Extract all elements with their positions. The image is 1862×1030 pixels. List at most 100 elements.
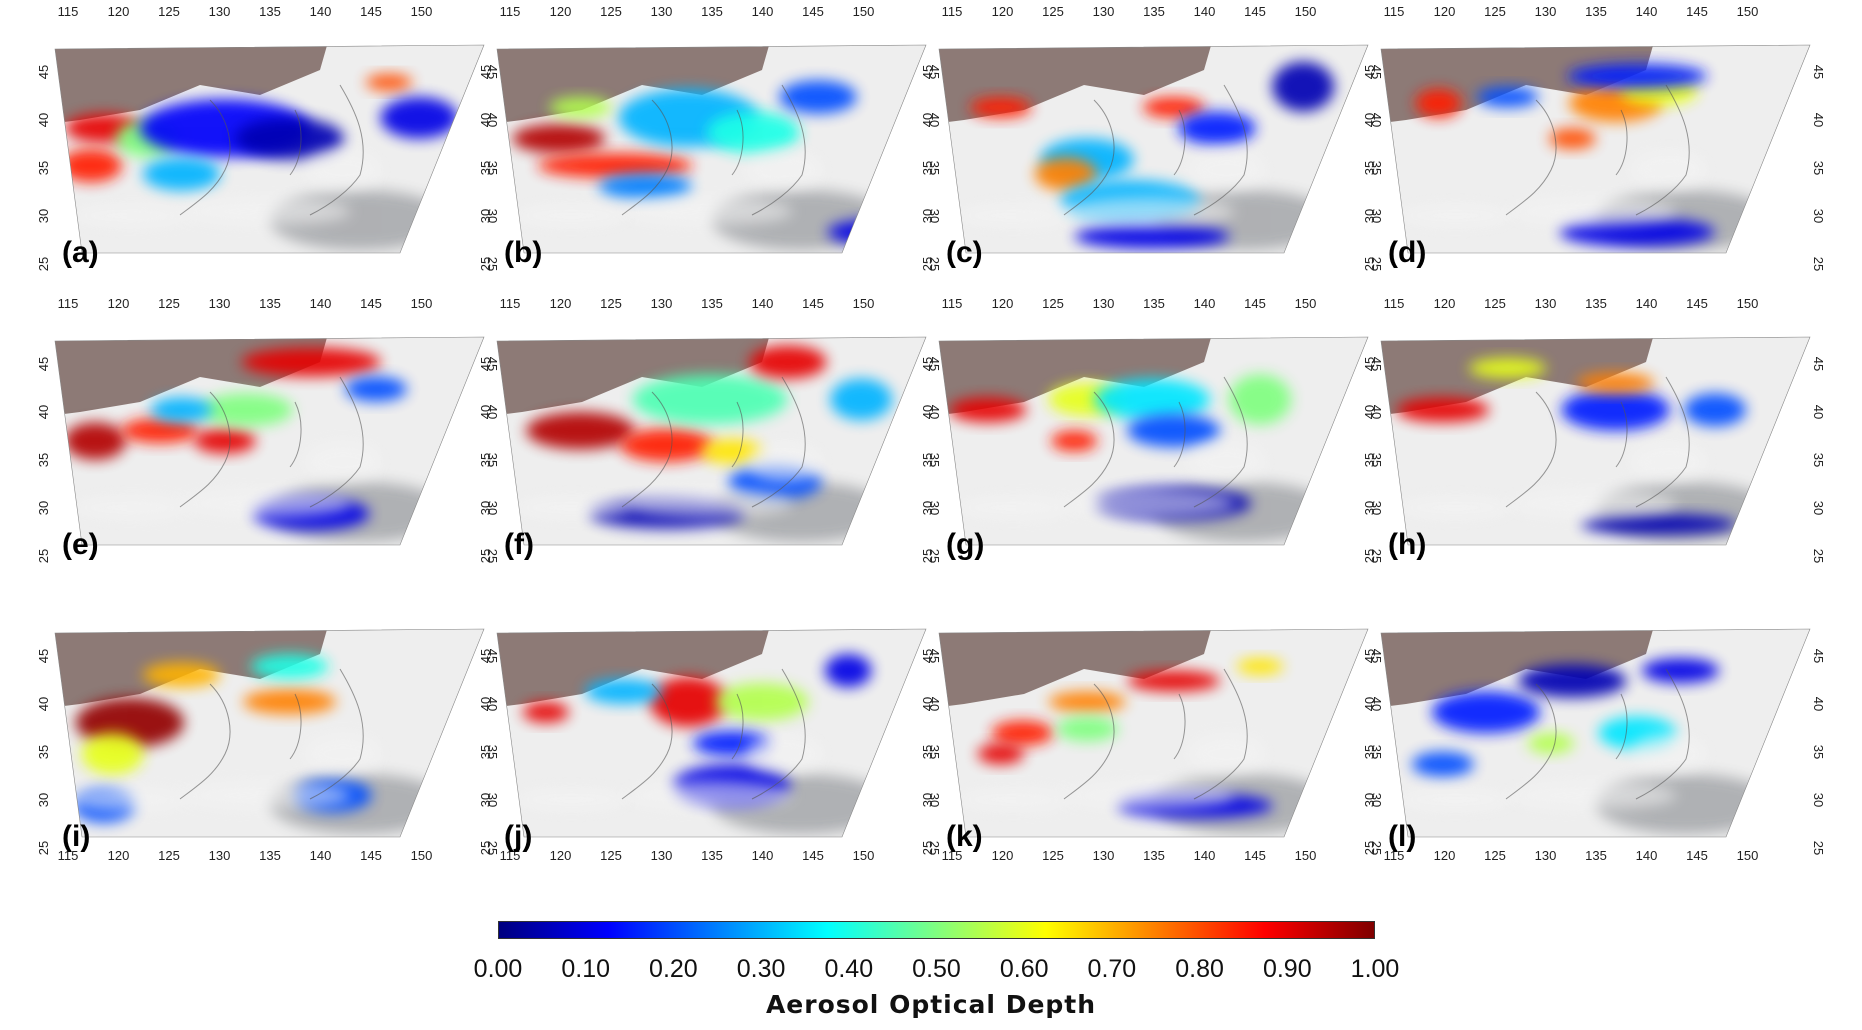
- cloud-cover: [622, 196, 793, 226]
- aod-plume: [235, 117, 344, 160]
- lon-tick-label: 150: [853, 848, 875, 863]
- coastline: [621, 84, 806, 216]
- colorbar-tick-label: 0.10: [561, 955, 611, 983]
- map-border: [938, 628, 1369, 838]
- lon-tick-label: 140: [310, 4, 332, 19]
- aod-map-panel: 115 120 125 130 135 140 145 150 45 45 40 40 35 35 30 30…: [36, 0, 500, 292]
- lon-tick-label: 145: [360, 848, 382, 863]
- map-border: [54, 336, 485, 546]
- cloud-cover: [304, 441, 382, 483]
- lon-tick-label: 115: [500, 4, 521, 19]
- coastline: [621, 668, 806, 800]
- lon-tick-label: 115: [1384, 4, 1405, 19]
- lat-tick-label: 30: [1369, 209, 1384, 223]
- lon-tick-label: 115: [58, 296, 79, 311]
- lat-tick-label: 35: [478, 745, 493, 759]
- lon-tick-label: 135: [1585, 848, 1607, 863]
- lat-tick-label: 45: [1811, 649, 1826, 663]
- aod-map-panel: 115 120 125 130 135 140 145 150 45 45 40 40 35 35 30 30…: [36, 584, 500, 876]
- lat-tick-label: 45: [36, 65, 51, 79]
- coastline: [621, 376, 806, 508]
- lat-tick-label: 25: [920, 549, 935, 563]
- aod-plume: [526, 411, 635, 450]
- land-mass: [1381, 629, 1666, 709]
- map-border: [1380, 44, 1811, 254]
- lat-tick-label: 40: [1362, 405, 1377, 419]
- cloud-cover: [1630, 733, 1708, 775]
- lat-tick-label: 45: [1362, 357, 1377, 371]
- lat-tick-label: 25: [1811, 257, 1826, 271]
- land-mass: [497, 629, 782, 709]
- lon-tick-label: 150: [1295, 848, 1317, 863]
- lat-tick-label: 45: [1811, 357, 1826, 371]
- panel-label: (l): [1388, 820, 1416, 853]
- lat-tick-label: 35: [927, 745, 942, 759]
- lat-tick-label: 30: [1811, 501, 1826, 515]
- panel-label: (i): [62, 820, 90, 853]
- lat-tick-label: 40: [1811, 113, 1826, 127]
- cloud-cover: [1506, 196, 1677, 226]
- lon-tick-label: 150: [1737, 848, 1759, 863]
- lat-tick-label: 35: [1369, 161, 1384, 175]
- lon-tick-label: 140: [1194, 4, 1216, 19]
- colorbar-tick-label: 0.30: [736, 955, 786, 983]
- lat-tick-label: 45: [36, 649, 51, 663]
- lat-tick-label: 30: [36, 793, 51, 807]
- aod-plume: [1056, 716, 1119, 742]
- lon-tick-label: 120: [1434, 4, 1456, 19]
- cloud-cover: [622, 488, 793, 518]
- lon-tick-label: 130: [1093, 296, 1115, 311]
- lat-tick-label: 30: [927, 209, 942, 223]
- lat-tick-label: 25: [478, 841, 493, 855]
- lon-tick-label: 125: [600, 4, 622, 19]
- lat-tick-label: 30: [920, 209, 935, 223]
- aod-plume: [991, 720, 1054, 746]
- aod-plume: [512, 124, 606, 154]
- aod-plume: [59, 149, 122, 183]
- lon-tick-label: 140: [310, 296, 332, 311]
- aod-plume: [150, 397, 213, 423]
- aod-map-panel: 115 120 125 130 135 140 145 150 45 45 40 40 35 35 30 30…: [478, 292, 942, 584]
- lon-tick-label: 135: [701, 4, 723, 19]
- lat-tick-label: 40: [927, 405, 942, 419]
- panel-label: (e): [62, 528, 99, 561]
- lat-tick-label: 25: [920, 841, 935, 855]
- cloud-cover: [304, 733, 382, 775]
- lon-tick-label: 130: [1535, 296, 1557, 311]
- aod-plume: [827, 219, 921, 245]
- coastline: [1505, 84, 1690, 216]
- lat-tick-label: 25: [1362, 549, 1377, 563]
- aod-plume: [584, 678, 663, 704]
- lat-tick-label: 40: [1362, 697, 1377, 711]
- aod-plume: [537, 153, 693, 179]
- coastline: [1063, 84, 1248, 216]
- cloud-cover: [71, 495, 188, 521]
- colorbar-tick-label: 0.60: [999, 955, 1049, 983]
- aod-plume: [1127, 670, 1221, 692]
- aod-plume: [749, 345, 827, 379]
- lat-tick-label: 25: [1811, 841, 1826, 855]
- panel-label: (k): [946, 820, 983, 853]
- lat-tick-label: 45: [1369, 649, 1384, 663]
- colorbar-tick-label: 0.20: [649, 955, 698, 983]
- aod-plume: [142, 662, 221, 688]
- lon-tick-label: 120: [550, 296, 572, 311]
- cloud-cover: [1630, 149, 1708, 191]
- lon-tick-label: 115: [500, 296, 521, 311]
- lon-tick-label: 145: [1244, 848, 1266, 863]
- lat-tick-label: 40: [36, 405, 51, 419]
- aod-plume: [1581, 513, 1737, 535]
- aod-plume: [241, 347, 381, 377]
- cloud-cover: [180, 780, 351, 810]
- lat-tick-label: 35: [920, 161, 935, 175]
- lon-tick-label: 130: [209, 296, 231, 311]
- lat-tick-label: 40: [920, 697, 935, 711]
- lat-tick-label: 30: [478, 793, 493, 807]
- lat-tick-label: 35: [1811, 161, 1826, 175]
- lon-tick-label: 135: [259, 296, 281, 311]
- aod-plume: [1684, 393, 1746, 427]
- panel-label: (c): [946, 236, 983, 269]
- aod-plume: [1034, 157, 1097, 191]
